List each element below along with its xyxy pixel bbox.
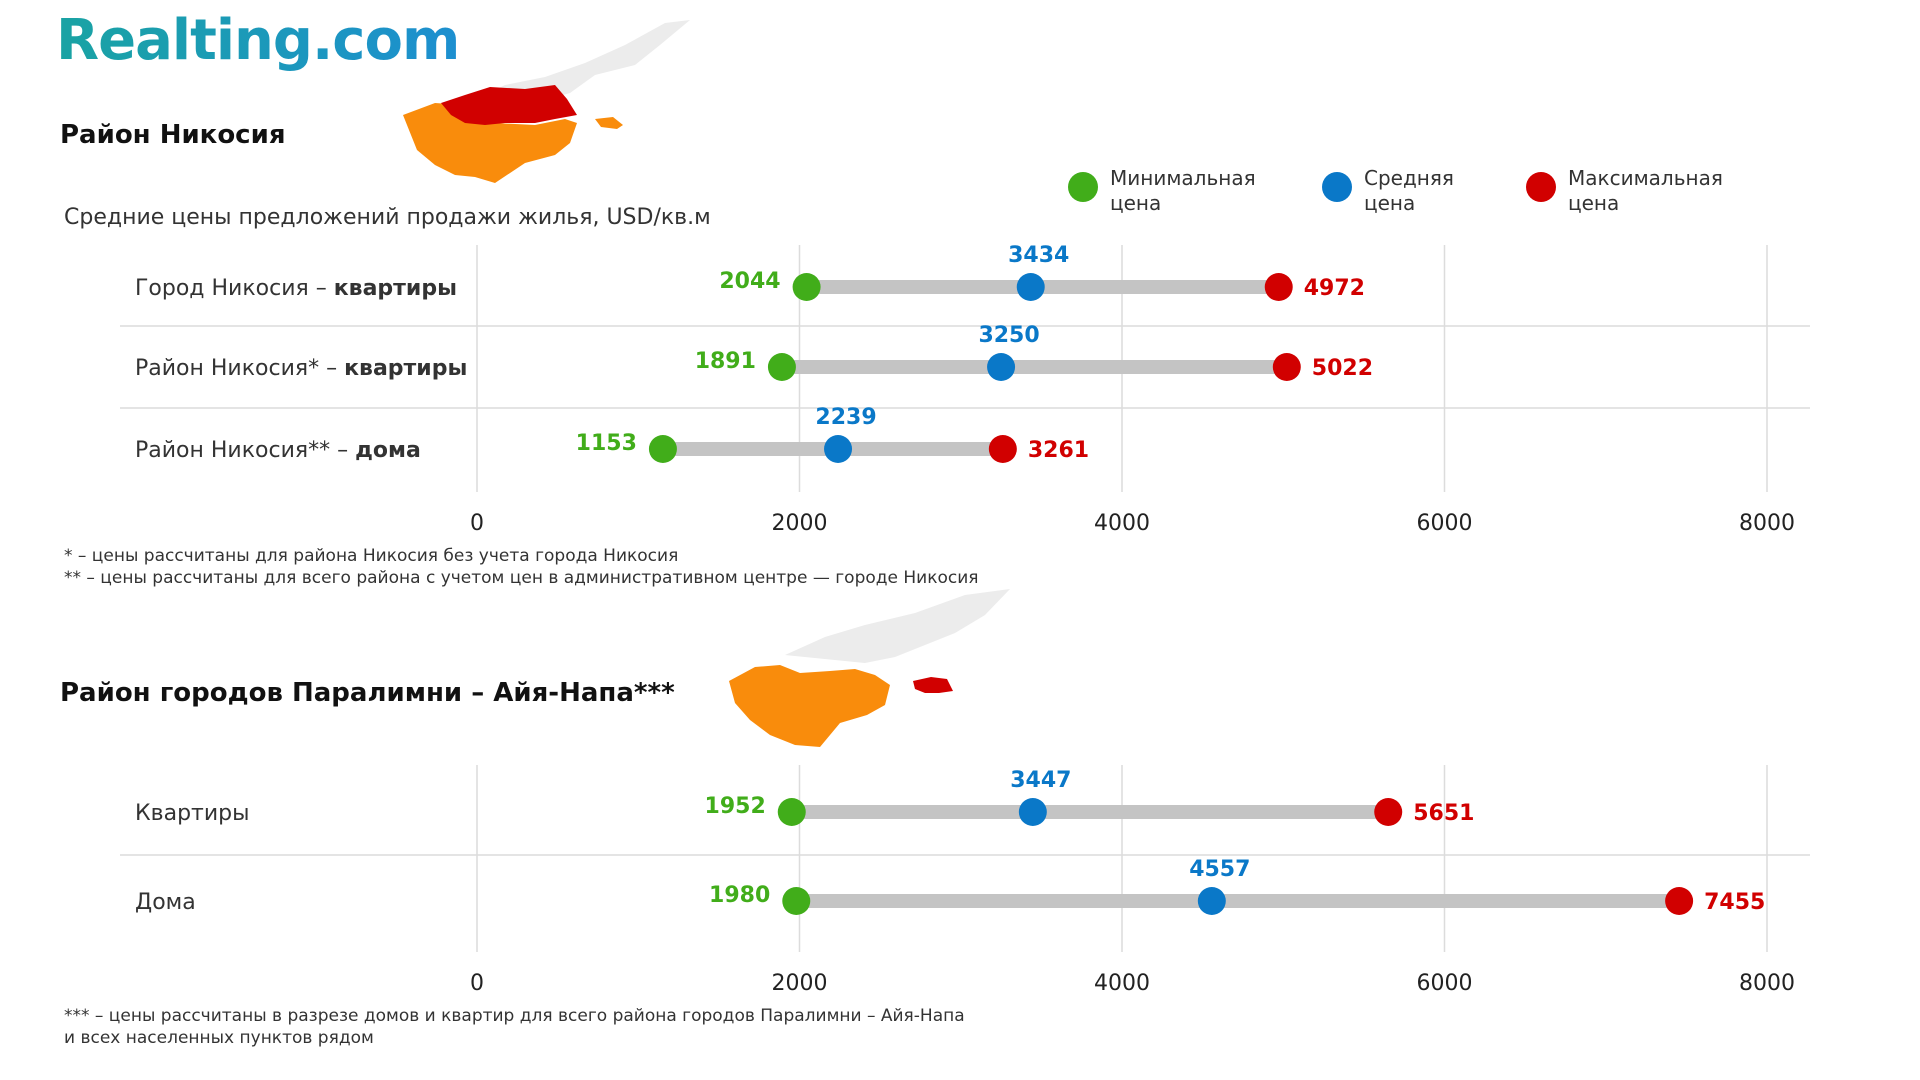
chart1-note-1: * – цены рассчитаны для района Никосия б…	[64, 546, 679, 566]
chart2-note-2: и всех населенных пунктов рядом	[64, 1028, 374, 1048]
x-tick-label: 6000	[1417, 511, 1473, 536]
x-tick-label: 8000	[1739, 511, 1795, 536]
category-label: Дома	[135, 890, 196, 915]
x-tick-label: 8000	[1739, 971, 1795, 996]
min-value-label: 1891	[695, 349, 756, 374]
map-famagusta-red	[913, 677, 953, 693]
min-marker	[648, 435, 677, 463]
cyprus-map-famagusta	[729, 589, 1010, 747]
avg-value-label: 2239	[815, 405, 876, 430]
max-marker	[1264, 273, 1293, 301]
min-marker	[767, 353, 796, 381]
avg-marker	[987, 353, 1016, 381]
max-value-label: 5651	[1413, 801, 1474, 826]
x-tick-label: 2000	[772, 511, 828, 536]
x-tick-label: 0	[470, 971, 484, 996]
avg-value-label: 3447	[1010, 768, 1071, 793]
x-tick-label: 6000	[1417, 971, 1473, 996]
legend-max-label: Максимальная цена	[1568, 166, 1723, 215]
legend-min-marker	[1068, 172, 1098, 202]
min-value-label: 2044	[719, 269, 780, 294]
legend-max-marker	[1526, 172, 1556, 202]
avg-value-label: 3250	[978, 323, 1039, 348]
x-tick-label: 0	[470, 511, 484, 536]
realting-logo: Realting.com	[56, 8, 460, 73]
chart1-subtitle: Средние цены предложений продажи жилья, …	[64, 205, 711, 230]
map-nicosia-red	[441, 85, 577, 125]
max-marker	[988, 435, 1017, 463]
max-marker	[1272, 353, 1301, 381]
cyprus-map-nicosia	[403, 20, 690, 183]
max-value-label: 5022	[1312, 356, 1373, 381]
max-marker	[1374, 798, 1403, 826]
min-value-label: 1980	[709, 883, 770, 908]
avg-marker	[1018, 798, 1047, 826]
min-value-label: 1153	[576, 431, 637, 456]
map-orange-region	[403, 103, 577, 183]
min-value-label: 1952	[705, 794, 766, 819]
avg-marker	[1016, 273, 1045, 301]
max-value-label: 4972	[1304, 276, 1365, 301]
min-marker	[782, 887, 811, 915]
x-tick-label: 4000	[1094, 511, 1150, 536]
x-tick-label: 4000	[1094, 971, 1150, 996]
legend: Минимальная цена Средняя цена Максимальн…	[1068, 166, 1728, 216]
map-orange-east	[595, 117, 623, 129]
legend-avg-marker	[1322, 172, 1352, 202]
section1-title: Район Никосия	[60, 120, 286, 150]
category-label: Город Никосия – квартиры	[135, 276, 457, 301]
max-marker	[1665, 887, 1694, 915]
category-label: Район Никосия** – дома	[135, 438, 421, 463]
min-marker	[777, 798, 806, 826]
x-tick-label: 2000	[772, 971, 828, 996]
section2-title: Район городов Паралимни – Айя-Напа***	[60, 678, 675, 708]
map-north-gray	[465, 20, 690, 105]
avg-value-label: 3434	[1008, 243, 1069, 268]
avg-marker	[1197, 887, 1226, 915]
max-value-label: 7455	[1704, 890, 1765, 915]
chart2-note-1: *** – цены рассчитаны в разрезе домов и …	[64, 1006, 965, 1026]
legend-min-label: Минимальная цена	[1110, 166, 1256, 215]
chart1-note-2: ** – цены рассчитаны для всего района с …	[64, 568, 979, 588]
legend-avg-label: Средняя цена	[1364, 166, 1454, 215]
avg-marker	[824, 435, 853, 463]
category-label: Квартиры	[135, 801, 249, 826]
category-label: Район Никосия* – квартиры	[135, 356, 467, 381]
map-orange-region	[729, 665, 890, 747]
avg-value-label: 4557	[1189, 857, 1250, 882]
max-value-label: 3261	[1028, 438, 1089, 463]
map-north-gray	[785, 589, 1010, 663]
min-marker	[792, 273, 821, 301]
